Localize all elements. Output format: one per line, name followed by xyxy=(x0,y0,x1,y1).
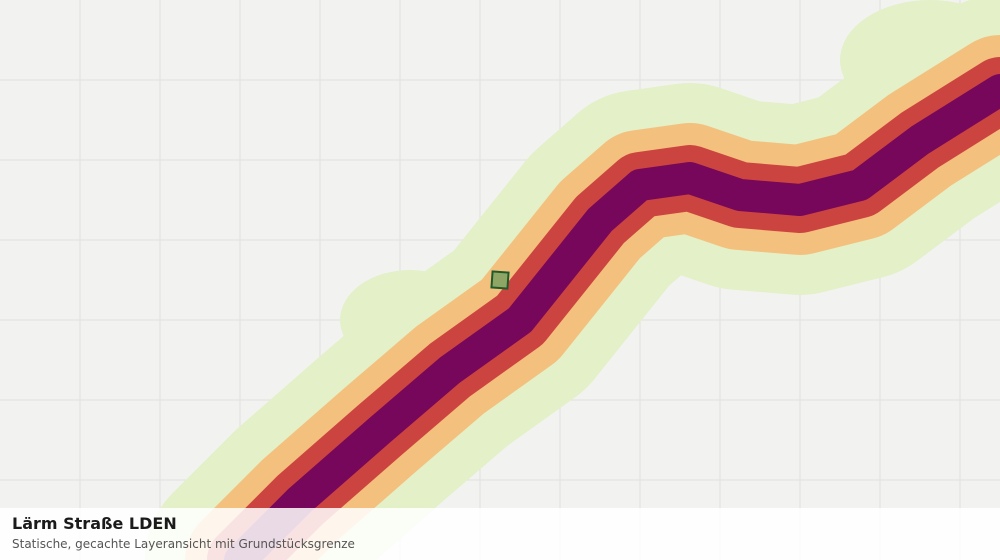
layer-subtitle: Statische, gecachte Layeransicht mit Gru… xyxy=(12,537,355,551)
parcel-boundary[interactable] xyxy=(490,270,510,290)
caption-panel: Lärm Straße LDEN Statische, gecachte Lay… xyxy=(0,508,1000,560)
noise-band-highest xyxy=(224,74,1000,560)
noise-bands xyxy=(145,0,1000,560)
layer-title: Lärm Straße LDEN xyxy=(12,514,177,533)
